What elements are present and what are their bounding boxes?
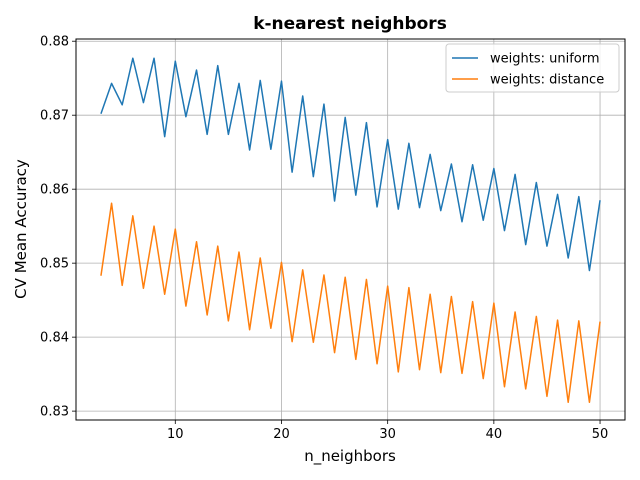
chart-title: k-nearest neighbors	[253, 14, 447, 34]
x-tick-label: 10	[167, 427, 184, 442]
series-layer	[100, 57, 601, 403]
legend-box	[445, 43, 620, 93]
x-tick-label: 40	[486, 427, 503, 442]
x-tick-label: 30	[379, 427, 396, 442]
ticks: 10 20 30 40 50 0.83 0.84 0.85 0.86 0.87 0.88	[40, 35, 608, 442]
series-line-uniform	[100, 57, 601, 272]
x-axis-label: n_neighbors	[304, 447, 396, 466]
y-tick-label: 0.83	[40, 405, 69, 420]
x-tick-label: 50	[592, 427, 609, 442]
grid	[76, 39, 625, 420]
y-tick-label: 0.85	[40, 257, 69, 272]
series-line-distance	[100, 202, 601, 403]
y-tick-label: 0.87	[40, 109, 69, 124]
legend: weights: uniform weights: distance	[445, 43, 620, 93]
y-tick-label: 0.84	[40, 331, 69, 346]
x-tick-label: 20	[273, 427, 290, 442]
y-tick-label: 0.86	[40, 183, 69, 198]
legend-label: weights: uniform	[490, 52, 600, 67]
plot-frame	[75, 38, 626, 421]
y-axis-label: CV Mean Accuracy	[12, 159, 30, 299]
y-tick-label: 0.88	[40, 35, 69, 50]
legend-label: weights: distance	[490, 73, 604, 88]
